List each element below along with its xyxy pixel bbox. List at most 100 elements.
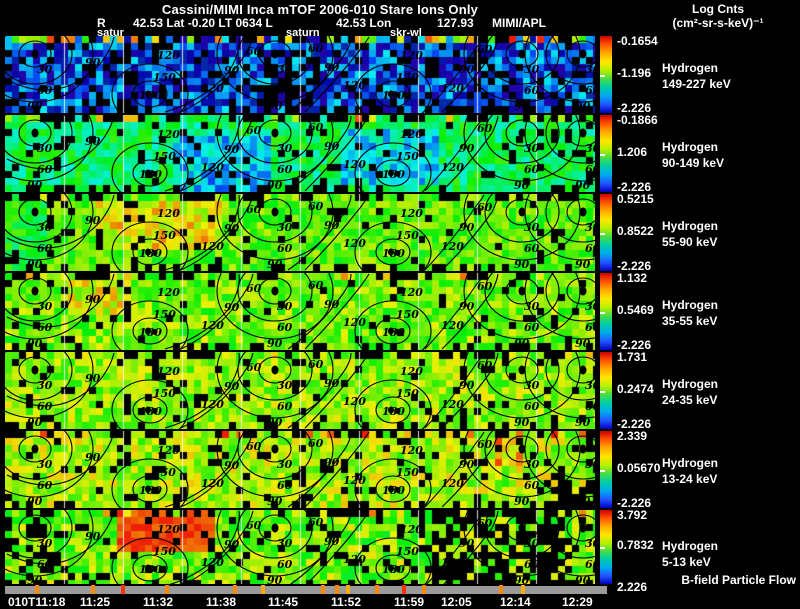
svg-text:120: 120: [343, 79, 366, 92]
svg-text:90: 90: [324, 219, 340, 232]
svg-text:90: 90: [514, 179, 530, 192]
svg-text:120: 120: [400, 49, 423, 62]
colorbar-tick-bot-5: -2.226: [617, 417, 652, 431]
svg-text:120: 120: [400, 523, 423, 536]
colorbar-7: [600, 510, 612, 584]
svg-text:90: 90: [324, 535, 340, 548]
svg-text:90: 90: [85, 293, 101, 306]
svg-text:90: 90: [459, 537, 475, 550]
svg-text:90: 90: [224, 459, 240, 472]
svg-text:90: 90: [267, 258, 283, 271]
svg-text:120: 120: [400, 444, 423, 457]
time-tick-4: 11:38: [206, 595, 237, 609]
svg-text:90: 90: [224, 143, 240, 156]
svg-text:30: 30: [524, 379, 540, 392]
credit-mimi-apl: MIMI/APL: [492, 16, 546, 30]
svg-text:120: 120: [201, 319, 224, 332]
svg-text:120: 120: [400, 365, 423, 378]
svg-text:30: 30: [524, 221, 540, 234]
panel-label-3: Hydrogen 55-90 keV: [662, 218, 718, 250]
colorbar-tick-mid-4: 0.5469: [617, 302, 654, 317]
svg-text:180: 180: [382, 89, 405, 102]
contour-overlay-3: 3060903060903060903060901801501201801501…: [5, 194, 595, 271]
svg-text:30: 30: [585, 458, 595, 471]
svg-text:60: 60: [37, 163, 53, 176]
svg-text:120: 120: [157, 128, 180, 141]
svg-text:90: 90: [324, 140, 340, 153]
svg-text:180: 180: [382, 405, 405, 418]
svg-text:30: 30: [277, 458, 293, 471]
colorbar-tick-mid-1: -1.196: [617, 65, 652, 80]
svg-text:180: 180: [382, 168, 405, 181]
svg-text:90: 90: [27, 179, 43, 192]
svg-text:90: 90: [85, 372, 101, 385]
colorbar-1: [600, 36, 612, 113]
svg-text:60: 60: [524, 558, 540, 571]
svg-text:60: 60: [246, 361, 262, 374]
colorbar-tick-mid-2: 1.206: [617, 144, 648, 159]
bfield-flow-label: B-field Particle Flow: [681, 573, 796, 587]
colorbar-tick-bot-1: -2.226: [617, 101, 652, 115]
panel-energy-band: 5-13 keV: [662, 555, 711, 569]
panel-energy-band: 149-227 keV: [662, 77, 731, 91]
svg-text:90: 90: [514, 337, 530, 350]
svg-text:120: 120: [201, 161, 224, 174]
svg-text:60: 60: [524, 84, 540, 97]
svg-text:60: 60: [37, 558, 53, 571]
svg-text:60: 60: [277, 163, 293, 176]
svg-text:60: 60: [246, 45, 262, 58]
panel-label-6: Hydrogen 13-24 keV: [662, 455, 718, 487]
svg-text:90: 90: [27, 495, 43, 508]
svg-text:90: 90: [224, 380, 240, 393]
svg-text:150: 150: [396, 229, 419, 242]
svg-text:60: 60: [585, 163, 595, 176]
svg-text:90: 90: [267, 100, 283, 113]
panel-label-1: Hydrogen 149-227 keV: [662, 60, 731, 92]
colorbar-2: [600, 115, 612, 192]
svg-text:90: 90: [224, 64, 240, 77]
svg-text:60: 60: [308, 437, 324, 450]
flow-mark-6: [261, 585, 265, 594]
colorbar-tick-mid-7: 0.7832: [617, 538, 654, 552]
svg-text:60: 60: [277, 84, 293, 97]
flow-mark-12: [422, 585, 426, 594]
svg-text:120: 120: [441, 556, 464, 569]
ephemeris-lon-value: 127.93: [437, 16, 474, 30]
svg-text:60: 60: [524, 400, 540, 413]
svg-text:120: 120: [441, 82, 464, 95]
svg-text:120: 120: [400, 286, 423, 299]
time-tick-10: 12:29: [562, 595, 593, 609]
svg-text:120: 120: [400, 128, 423, 141]
colorbar-tick-bot-3: -2.226: [617, 259, 652, 273]
svg-text:90: 90: [459, 379, 475, 392]
svg-text:60: 60: [308, 516, 324, 529]
colorbar-3: [600, 194, 612, 271]
panel-label-7: Hydrogen 5-13 keV: [662, 538, 718, 570]
svg-text:30: 30: [37, 221, 53, 234]
svg-text:120: 120: [441, 398, 464, 411]
svg-text:90: 90: [575, 416, 591, 429]
svg-text:60: 60: [585, 558, 595, 571]
svg-text:30: 30: [585, 379, 595, 392]
svg-text:30: 30: [585, 221, 595, 234]
svg-text:180: 180: [139, 405, 162, 418]
svg-text:150: 150: [153, 545, 176, 558]
svg-text:60: 60: [277, 479, 293, 492]
svg-text:90: 90: [224, 538, 240, 551]
svg-text:90: 90: [85, 56, 101, 69]
svg-text:60: 60: [246, 282, 262, 295]
colorbar-tick-top-7: 3.792: [617, 508, 648, 522]
svg-text:60: 60: [477, 201, 493, 214]
svg-text:30: 30: [585, 537, 595, 550]
bfield-flow-bar: [5, 585, 607, 594]
svg-text:60: 60: [308, 200, 324, 213]
svg-text:60: 60: [477, 280, 493, 293]
svg-text:30: 30: [37, 63, 53, 76]
svg-text:90: 90: [514, 416, 530, 429]
panel-species: Hydrogen: [662, 298, 719, 312]
time-tick-8: 12:05: [441, 595, 472, 609]
svg-text:60: 60: [585, 321, 595, 334]
svg-text:150: 150: [396, 308, 419, 321]
flow-mark-14: [521, 585, 525, 594]
svg-text:60: 60: [37, 321, 53, 334]
